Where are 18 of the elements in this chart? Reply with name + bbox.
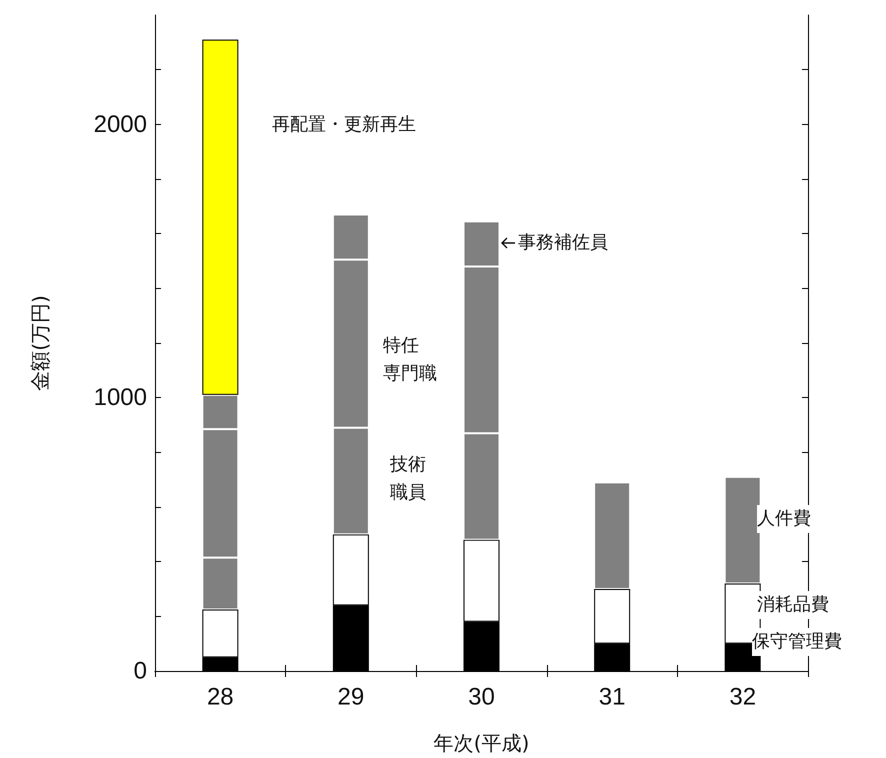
series-label: 保守管理費	[752, 628, 842, 656]
series-label: 技術職員	[390, 451, 426, 507]
series-label: 再配置・更新再生	[272, 111, 416, 139]
x-tick-label: 29	[338, 684, 364, 710]
x-tick-label: 31	[598, 684, 626, 710]
bar	[202, 40, 238, 395]
series-label: 消耗品費	[757, 591, 829, 619]
y-tick-label: 0	[134, 658, 147, 684]
annotation: 人件費	[757, 505, 811, 533]
y-tick-label: 2000	[94, 110, 147, 138]
x-axis-title: 年次(平成)	[434, 731, 530, 755]
x-tick-label: 28	[206, 684, 234, 710]
y-tick-label: 1000	[94, 384, 147, 412]
y-axis-title: 金額(万円)	[28, 295, 52, 391]
x-tick-label: 30	[468, 684, 495, 710]
x-tick-label: 32	[729, 684, 756, 710]
series-label: 事務補佐員	[500, 229, 608, 257]
series-label: 特任専門職	[383, 332, 437, 388]
